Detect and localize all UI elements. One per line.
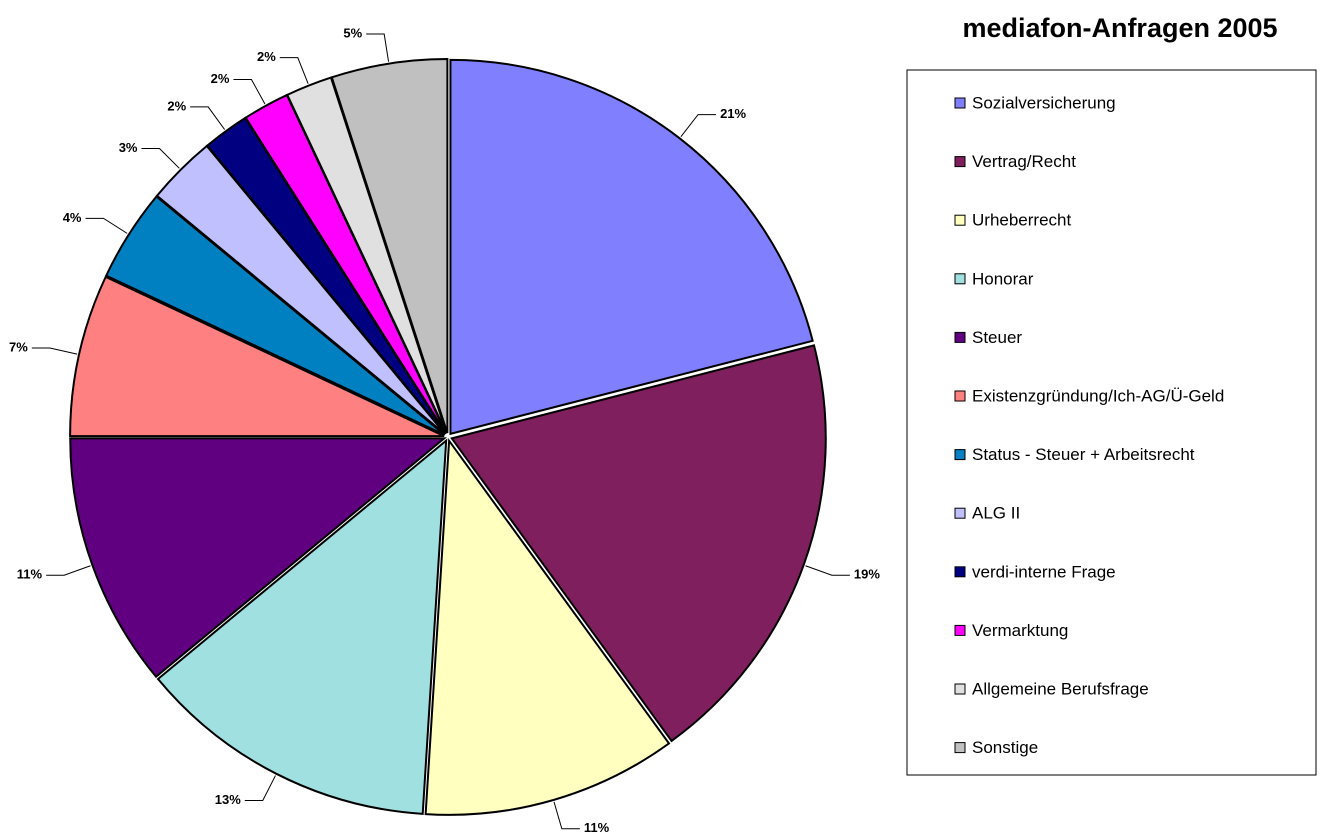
data-label: 2% — [257, 49, 276, 64]
legend-swatch — [954, 331, 966, 343]
legend-label: Existenzgründung/Ich-AG/Ü-Geld — [972, 386, 1224, 405]
legend-label: Sonstige — [972, 738, 1038, 757]
data-label: 5% — [343, 25, 362, 40]
data-label: 13% — [215, 792, 241, 807]
pie-slice — [424, 438, 671, 816]
legend-swatch — [954, 683, 966, 695]
leader-line — [190, 106, 226, 130]
legend-swatch — [954, 742, 966, 754]
data-label: 2% — [167, 98, 186, 113]
leader-line — [805, 565, 850, 576]
data-label: 7% — [9, 339, 28, 354]
leader-line — [366, 33, 390, 62]
leader-line — [85, 217, 128, 234]
legend-label: Allgemeine Berufsfrage — [972, 679, 1149, 698]
pie-slice — [69, 275, 445, 438]
legend-swatch — [954, 624, 966, 636]
legend-label: verdi-interne Frage — [972, 562, 1116, 581]
legend-label: Steuer — [972, 328, 1022, 347]
leader-line — [279, 57, 309, 84]
leader-line — [553, 801, 580, 830]
leader-line — [680, 114, 717, 138]
data-label: 2% — [211, 71, 230, 86]
pie-slice — [449, 58, 814, 436]
legend-label: Vertrag/Recht — [972, 152, 1076, 171]
legend-swatch — [954, 566, 966, 578]
data-label: 4% — [63, 210, 82, 225]
legend-label: Sozialversicherung — [972, 93, 1116, 112]
legend-swatch — [954, 156, 966, 168]
leader-line — [244, 775, 276, 802]
data-label: 19% — [854, 567, 880, 582]
leader-line — [233, 78, 266, 105]
legend-swatch — [954, 97, 966, 109]
pie-slice — [330, 58, 449, 434]
data-label: 11% — [17, 567, 43, 582]
leader-line — [46, 565, 91, 576]
legend-box — [906, 69, 1317, 776]
data-label: 3% — [119, 140, 138, 155]
legend-label: ALG II — [972, 504, 1020, 523]
legend-label: Urheberrecht — [972, 211, 1071, 230]
legend-label: Honorar — [972, 269, 1034, 288]
pie-slice — [156, 438, 448, 815]
legend-swatch — [954, 214, 966, 226]
legend-swatch — [954, 449, 966, 461]
legend-label: Status - Steuer + Arbeitsrecht — [972, 445, 1195, 464]
data-label: 21% — [720, 106, 746, 121]
data-label: 11% — [584, 820, 610, 835]
legend-swatch — [954, 507, 966, 519]
leader-line — [31, 347, 78, 355]
leader-line — [141, 148, 180, 169]
legend-swatch — [954, 273, 966, 285]
legend-label: Vermarktung — [972, 621, 1068, 640]
pie-slice — [69, 437, 448, 679]
legend-swatch — [954, 390, 966, 402]
chart-title: mediafon-Anfragen 2005 — [962, 13, 1277, 43]
pie-slice — [450, 344, 827, 743]
